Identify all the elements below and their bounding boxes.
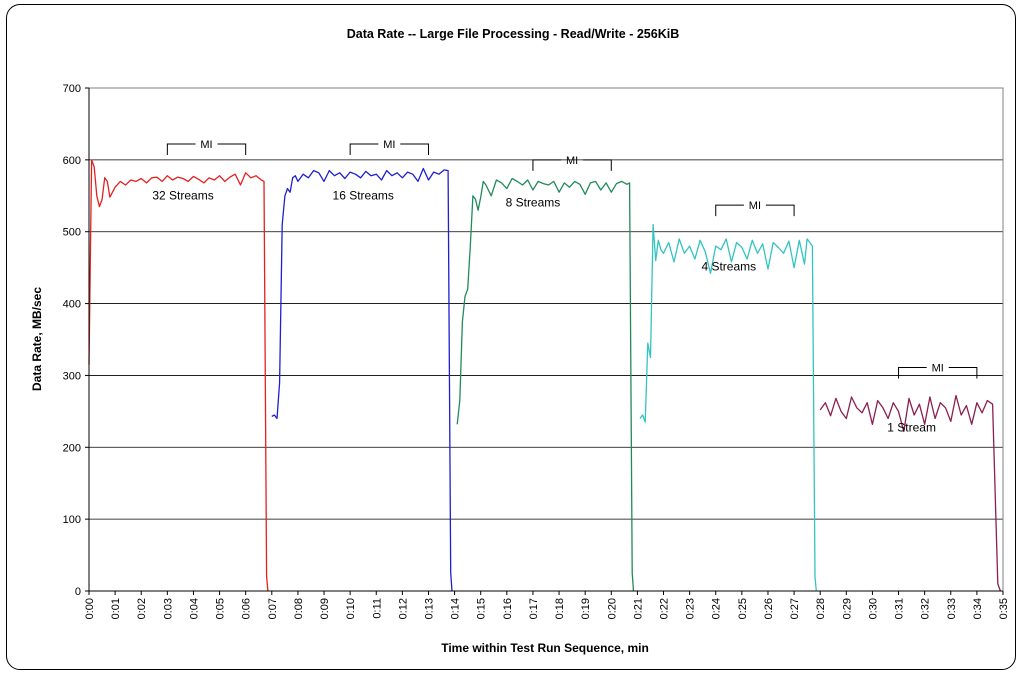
series-label-4: 1 Stream [887,420,936,434]
x-tick-label: 0:07 [267,598,279,619]
axes: 0 100 200 300 400 500 600 700 0:00 0:01 0:02 0:03 0:… [63,83,1010,619]
x-tick-label: 0:09 [319,598,331,619]
x-tick-label: 0:11 [371,598,383,619]
x-tick-label: 0:22 [659,598,671,619]
x-tick-label: 0:05 [215,598,227,619]
mi-bracket-line [715,204,795,217]
mi-label: MI [749,200,761,212]
plot-area [88,87,1004,592]
mi-bracket-1: MI [349,139,429,156]
x-tick-label: 0:04 [188,598,200,619]
series-label-0: 32 Streams [152,188,213,202]
y-tick-label: 100 [63,514,81,526]
x-tick-label: 0:25 [737,598,749,619]
series-line-1 [271,167,453,592]
x-axis-title: Time within Test Run Sequence, min [441,641,649,655]
mi-bracket-line [166,143,247,156]
series-line-2 [456,177,635,592]
y-axis-title: Data Rate, MB/sec [30,287,44,391]
y-tick-label: 400 [63,299,81,311]
x-tick-label: 0:18 [554,598,566,619]
y-tick-label: 600 [63,155,81,167]
x-tick-label: 0:01 [110,598,122,619]
mi-bracket-3: MI [715,200,795,217]
x-tick-label: 0:12 [397,598,409,619]
series-label-2: 8 Streams [506,196,561,210]
x-tick-label: 0:31 [894,598,906,619]
x-tick-label: 0:03 [162,598,174,619]
x-tick-label: 0:26 [763,598,775,619]
x-tick-label: 0:30 [867,598,879,619]
x-tick-label: 0:14 [450,598,462,619]
x-tick-label: 0:28 [815,598,827,619]
x-tick-label: 0:19 [580,598,592,619]
x-tick-label: 0:29 [841,598,853,619]
series-label-3: 4 Streams [701,260,756,274]
annotations: MI MI MI MI MI [166,139,978,379]
series-line-3 [639,223,817,592]
gridlines [89,87,1003,520]
chart-frame [6,4,1016,670]
y-tick-label: 300 [63,370,81,382]
x-tick-label: 0:06 [241,598,253,619]
series-line-4 [819,394,1002,592]
mi-bracket-2: MI [532,155,612,171]
mi-label: MI [200,139,212,151]
mi-bracket-0: MI [166,139,247,156]
x-tick-label: 0:32 [920,598,932,619]
x-tick-label: 0:00 [84,598,96,619]
series-label-1: 16 Streams [333,188,394,202]
x-tick-label: 0:15 [476,598,488,619]
x-tick-label: 0:13 [423,598,435,619]
chart-title: Data Rate -- Large File Processing - Rea… [347,27,680,41]
mi-bracket-line [898,367,978,379]
x-tick-label: 0:27 [789,598,801,619]
mi-label: MI [932,363,944,375]
x-tick-label: 0:35 [998,598,1010,619]
y-tick-label: 0 [75,586,81,598]
x-tick-label: 0:21 [632,598,644,619]
x-tick-label: 0:20 [606,598,618,619]
x-tick-label: 0:08 [293,598,305,619]
series-group: 32 Streams 16 Streams 8 Streams 4 Streams 1 … [88,159,1002,592]
y-tick-label: 700 [63,83,81,95]
x-tick-label: 0:33 [946,598,958,619]
x-tick-label: 0:17 [528,598,540,619]
mi-bracket-line [532,159,612,171]
y-tick-label: 200 [63,442,81,454]
y-tick-label: 500 [63,227,81,239]
series-line-0 [88,159,269,592]
x-tick-label: 0:23 [685,598,697,619]
x-tick-label: 0:10 [345,598,357,619]
mi-bracket-line [349,143,429,156]
mi-bracket-4: MI [898,363,978,379]
x-tick-label: 0:34 [972,598,984,619]
x-tick-label: 0:24 [711,598,723,619]
x-tick-label: 0:16 [502,598,514,619]
mi-label: MI [566,155,578,167]
x-tick-label: 0:02 [136,598,148,619]
mi-label: MI [383,139,395,151]
